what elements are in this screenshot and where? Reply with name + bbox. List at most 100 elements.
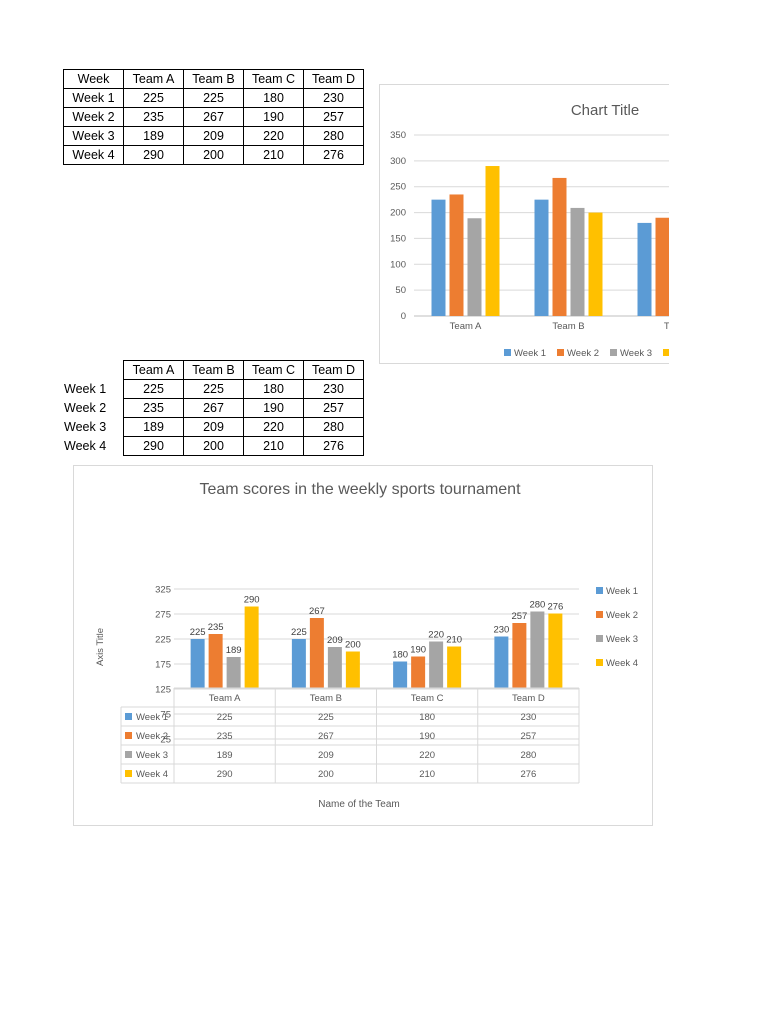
header-cell: Team A <box>123 360 184 380</box>
table-cell: 209 <box>183 126 244 146</box>
data-table-with-week-column: Week Team A Team B Team C Team D Week 1 225 225… <box>63 69 364 165</box>
header-cell: Team C <box>243 360 304 380</box>
y-tick-label: 25 <box>160 735 171 746</box>
data-label: 200 <box>345 640 361 651</box>
table-cell: 276 <box>303 436 364 456</box>
table-cell: 276 <box>303 145 364 165</box>
bar-week-2 <box>208 634 223 688</box>
data-table-value: 257 <box>520 731 536 742</box>
data-label: 230 <box>493 625 509 636</box>
table-cell: 189 <box>123 417 184 437</box>
empty-corner-cell <box>63 361 124 380</box>
table-cell: Week 4 <box>63 145 124 165</box>
legend-label: Week 1 <box>514 348 546 359</box>
row-label: Week 1 <box>64 382 107 396</box>
table-cell: 225 <box>183 379 244 399</box>
table-cell: 267 <box>183 398 244 418</box>
header-cell: Team D <box>303 69 364 89</box>
chart-team-scores-svg: Team scores in the weekly sports tournam… <box>95 481 638 810</box>
data-table-value: 280 <box>520 750 536 761</box>
legend-label: Week 3 <box>606 634 638 645</box>
table-row: Week 1 225 225 180 230 <box>63 88 364 108</box>
legend-swatch <box>596 659 603 666</box>
y-axis-title: Axis Title <box>95 628 106 666</box>
header-cell: Week <box>63 69 124 89</box>
bar-week-2 <box>512 623 527 688</box>
data-label: 235 <box>208 622 224 633</box>
bar-week-3 <box>429 641 444 688</box>
chart-untitled-bar[interactable]: Chart Title 0 50 100 150 200 250 300 350 Team A Te… <box>379 84 669 364</box>
table-cell: Week 2 <box>63 107 124 127</box>
table-row: Week 4 290 200 210 276 <box>63 145 364 165</box>
table-cell: 189 <box>123 126 184 146</box>
x-tick-label: Team A <box>450 321 482 332</box>
header-cell: Team B <box>183 360 244 380</box>
bar-week-4 <box>447 646 462 688</box>
chart-untitled-svg: Chart Title 0 50 100 150 200 250 300 350 Team A Te… <box>390 102 669 359</box>
bar-week-3 <box>530 611 545 688</box>
legend-label: Week 2 <box>606 610 638 621</box>
row-label: Week 4 <box>64 439 107 453</box>
legend-swatch <box>504 349 511 356</box>
x-tick-label: Team D <box>512 693 545 704</box>
data-table-swatch <box>125 770 132 777</box>
data-table-row-label: Week 2 <box>136 731 168 742</box>
data-label: 210 <box>446 635 462 646</box>
table-row: Week 2 235 267 190 257 <box>63 398 364 418</box>
data-table-value: 276 <box>520 769 536 780</box>
bar-week-2 <box>309 618 324 688</box>
x-tick-label: Team A <box>209 693 241 704</box>
bar-week-4 <box>485 166 500 316</box>
data-label: 267 <box>309 606 325 617</box>
table-cell: 225 <box>123 379 184 399</box>
data-label: 290 <box>244 595 260 606</box>
legend-swatch <box>596 611 603 618</box>
table-cell: 280 <box>303 126 364 146</box>
data-table-value: 189 <box>217 750 233 761</box>
legend-label: Week 1 <box>606 586 638 597</box>
bar-week-1 <box>494 636 509 688</box>
data-table-value: 210 <box>419 769 435 780</box>
data-label: 280 <box>529 600 545 611</box>
x-tick-label: Team B <box>310 693 342 704</box>
table-row: Week 3 189 209 220 280 <box>63 417 364 437</box>
data-table-swatch <box>125 713 132 720</box>
table-header-row: Team A Team B Team C Team D <box>63 360 364 380</box>
y-tick-label: 275 <box>155 610 171 621</box>
y-tick-label: 225 <box>155 635 171 646</box>
data-table-value: 190 <box>419 731 435 742</box>
data-label: 190 <box>410 645 426 656</box>
data-label: 189 <box>226 645 242 656</box>
y-tick-label: 0 <box>401 311 406 322</box>
table-cell: 267 <box>183 107 244 127</box>
table-cell: Week 1 <box>63 88 124 108</box>
data-label: 180 <box>392 650 408 661</box>
table-cell: 280 <box>303 417 364 437</box>
legend-label: Week 2 <box>567 348 599 359</box>
bar-week-4 <box>588 212 603 316</box>
x-tick-label: Tea <box>664 321 669 332</box>
bar-week-4 <box>345 651 360 688</box>
table-cell: 180 <box>243 88 304 108</box>
row-label: Week 2 <box>64 401 107 415</box>
data-table-value: 290 <box>217 769 233 780</box>
table-cell: 200 <box>183 145 244 165</box>
chart-team-scores[interactable]: Team scores in the weekly sports tournam… <box>73 465 653 826</box>
data-table-value: 267 <box>318 731 334 742</box>
data-table-value: 180 <box>419 712 435 723</box>
data-table-value: 200 <box>318 769 334 780</box>
header-cell: Team C <box>243 69 304 89</box>
bar-week-3 <box>327 647 342 688</box>
y-tick-label: 200 <box>390 208 406 219</box>
header-cell: Team D <box>303 360 364 380</box>
data-table-value: 235 <box>217 731 233 742</box>
table-cell: 230 <box>303 379 364 399</box>
data-table-swatch <box>125 732 132 739</box>
data-table-value: 220 <box>419 750 435 761</box>
data-label: 225 <box>190 627 206 638</box>
legend-label: Week 4 <box>606 658 638 669</box>
table-cell: 290 <box>123 145 184 165</box>
data-table-value: 209 <box>318 750 334 761</box>
table-header-row: Week Team A Team B Team C Team D <box>63 69 364 89</box>
table-row: Week 2 235 267 190 257 <box>63 107 364 127</box>
